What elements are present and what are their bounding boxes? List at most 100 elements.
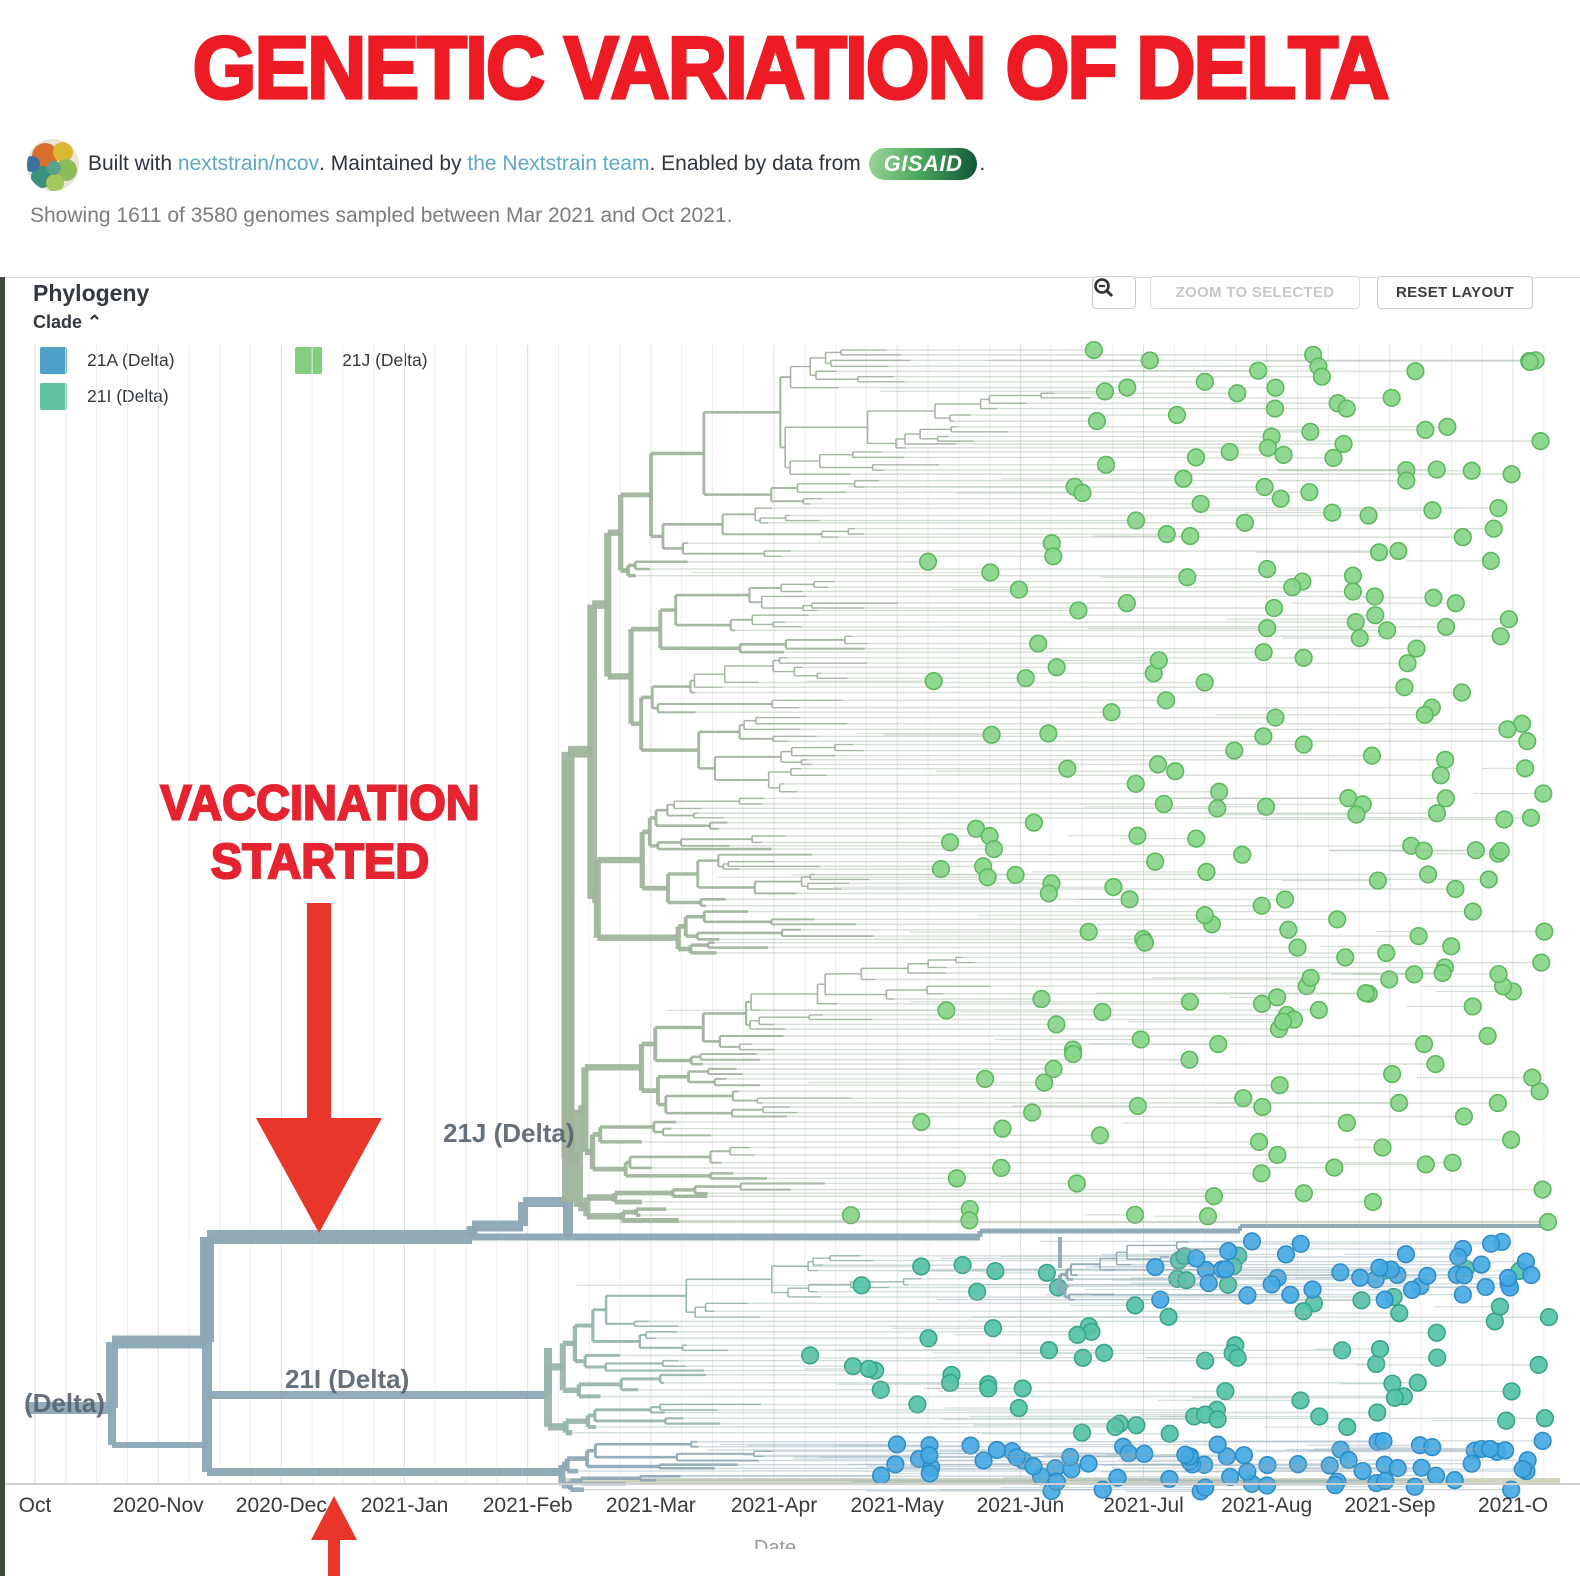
tree-tip: [1491, 841, 1510, 861]
tree-tip: [1502, 1130, 1521, 1149]
tree-tip: [1102, 703, 1121, 722]
tree-tip: [1118, 378, 1137, 397]
tree-tip: [1095, 382, 1115, 401]
tree-tip: [1242, 1232, 1262, 1251]
tree-tip: [1489, 499, 1508, 518]
tree-tip: [1343, 566, 1363, 585]
zoom-out-button[interactable]: [1092, 276, 1136, 309]
tree-tip: [1047, 1015, 1066, 1034]
tree-tip: [1024, 813, 1044, 832]
tree-tip: [1216, 1382, 1235, 1401]
clade-selector[interactable]: Clade ⌃: [33, 312, 102, 333]
tree-tip: [887, 1435, 907, 1454]
tree-tip: [1273, 1012, 1293, 1031]
tree-tip: [1445, 1471, 1464, 1490]
tree-tip: [1266, 378, 1285, 397]
tree-tip: [1535, 922, 1554, 941]
vaccination-annotation: VACCINATION STARTED: [95, 773, 545, 891]
tree-tip: [1405, 1477, 1424, 1496]
nextstrain-ncov-link[interactable]: nextstrain/ncov: [177, 152, 320, 175]
axis-tick-label: 2020-Dec: [235, 1494, 327, 1517]
zoom-to-selected-button[interactable]: ZOOM TO SELECTED: [1150, 276, 1360, 309]
gisaid-logo[interactable]: GISAID: [868, 148, 978, 180]
tree-tip: [1125, 1205, 1145, 1224]
tree-tip: [1463, 997, 1482, 1016]
tree-tip: [1497, 1411, 1516, 1430]
tree-tip: [984, 839, 1004, 859]
legend-item-21J[interactable]: 21J (Delta): [295, 347, 428, 374]
legend-label: 21A (Delta): [87, 350, 175, 370]
tree-tip: [1373, 1138, 1392, 1157]
tree-tip: [1481, 1234, 1501, 1253]
tree-tip: [1462, 1454, 1481, 1473]
tree-tip: [1039, 1341, 1059, 1360]
tree-tip: [1013, 1379, 1032, 1398]
tree-tip: [1436, 617, 1456, 636]
tree-tip: [982, 725, 1001, 744]
tree-tip: [1228, 384, 1247, 403]
tree-tip: [1039, 884, 1058, 903]
tree-tip: [1291, 1234, 1310, 1253]
tree-tip: [1156, 691, 1176, 710]
tree-tip: [1195, 673, 1214, 692]
tree-tip: [1187, 1249, 1206, 1268]
tree-tip: [1044, 547, 1063, 566]
tree-tip: [1428, 1348, 1447, 1367]
tree-tip: [1502, 465, 1521, 484]
reset-layout-button[interactable]: RESET LAYOUT: [1377, 276, 1533, 309]
tree-tip: [1281, 1285, 1300, 1304]
legend-item-21A[interactable]: 21A (Delta): [40, 347, 175, 374]
tree-tip: [983, 1319, 1003, 1338]
tree-tip: [1496, 1441, 1515, 1460]
tree-tip: [1499, 1268, 1518, 1287]
tree-tip: [1047, 1472, 1066, 1491]
tree-tip: [1466, 841, 1485, 860]
tree-tip: [1294, 648, 1313, 667]
tree-tip: [1402, 1280, 1422, 1299]
tree-tip: [918, 552, 938, 571]
tree-tip: [1128, 1096, 1147, 1116]
tree-tip: [1198, 1207, 1218, 1226]
tree-tip: [1058, 759, 1077, 778]
tree-tip: [912, 1112, 931, 1132]
tree-tip: [1333, 1341, 1352, 1360]
tree-tip: [1442, 937, 1461, 956]
tree-tip: [979, 1379, 998, 1398]
tree-tip: [953, 1256, 972, 1275]
tree-tip: [1208, 1410, 1227, 1429]
tree-tip: [1126, 774, 1145, 793]
tree-tip: [1323, 503, 1342, 522]
tree-tip: [1288, 938, 1307, 957]
tree-tip: [1375, 1290, 1394, 1309]
tree-tip: [986, 1261, 1005, 1281]
nextstrain-team-link[interactable]: the Nextstrain team: [467, 152, 650, 175]
tree-tip: [1186, 448, 1206, 467]
tree-tip: [1331, 1263, 1350, 1282]
tree-tip: [1351, 1268, 1370, 1287]
tree-tip: [1303, 1280, 1322, 1299]
tree-tip: [1416, 1155, 1435, 1174]
tree-tip: [1538, 1212, 1558, 1232]
tree-tip: [1047, 658, 1066, 677]
tree-tip: [1187, 829, 1206, 848]
tree-tip: [1328, 910, 1347, 929]
tree-tip: [1084, 340, 1103, 360]
tree-tip: [1221, 1467, 1240, 1487]
tree-tip: [1408, 1373, 1427, 1392]
tree-tip: [1195, 906, 1214, 925]
tree-tip: [1513, 1460, 1532, 1479]
tree-label-root: (Delta): [24, 1388, 105, 1418]
tree-tip: [1249, 1132, 1269, 1152]
tree-tip: [1454, 1107, 1473, 1126]
tree-tip: [1433, 963, 1452, 983]
tree-tip: [1452, 683, 1472, 702]
tree-tip: [1274, 445, 1293, 464]
tree-tip: [1266, 708, 1285, 727]
tree-tip: [1096, 455, 1116, 474]
tree-tip: [1180, 992, 1200, 1011]
tree-tip: [1427, 804, 1447, 823]
tree-tip: [1151, 1290, 1170, 1309]
tree-tip: [1069, 601, 1088, 620]
tree-tip: [1258, 1455, 1277, 1475]
